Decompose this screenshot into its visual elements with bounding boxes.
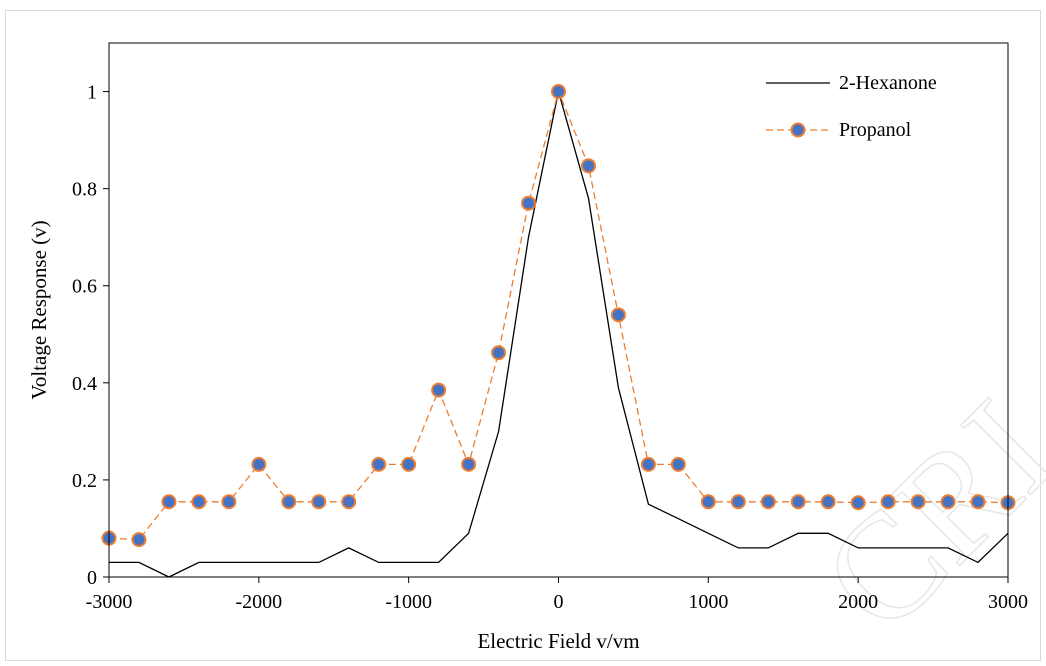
legend-label-1: 2-Hexanone [839, 72, 937, 94]
y-tick-label: 0.2 [72, 470, 97, 492]
series-point-2 [640, 456, 656, 472]
series-point-2 [371, 456, 387, 472]
x-tick-label: 1000 [688, 591, 728, 613]
x-tick-label: 2000 [838, 591, 878, 613]
y-tick-label: 0.6 [72, 276, 97, 298]
x-tick-label: 0 [554, 591, 564, 613]
series-point-2 [730, 494, 746, 510]
y-axis-title: Voltage Response (v) [27, 220, 51, 399]
series-point-2 [551, 84, 566, 100]
series-point-2 [491, 345, 507, 361]
series-point-2 [670, 456, 686, 472]
series-point-2 [251, 456, 267, 472]
x-tick-label: -2000 [235, 591, 282, 613]
y-tick-label: 0.8 [72, 179, 97, 201]
series-point-2 [610, 307, 626, 323]
series-point-2 [281, 494, 297, 510]
x-tick-label: -1000 [385, 591, 432, 613]
series-point-2 [820, 494, 836, 510]
series-point-2 [940, 494, 956, 510]
y-tick-label: 1 [87, 82, 97, 104]
series-point-2 [970, 494, 986, 510]
x-tick-label: -3000 [86, 591, 133, 613]
series-point-2 [341, 494, 357, 510]
y-tick-label: 0 [87, 567, 97, 589]
series-point-2 [760, 494, 776, 510]
series-point-2 [191, 494, 207, 510]
legend-marker-2 [790, 122, 806, 138]
y-tick-label: 0.4 [72, 373, 97, 395]
chart-frame [5, 10, 1041, 661]
legend: 2-Hexanone Propanol [766, 72, 937, 141]
series-point-2 [311, 494, 327, 510]
series-point-2 [580, 158, 596, 174]
legend-label-2: Propanol [839, 119, 912, 141]
series-point-2 [131, 532, 147, 548]
series-point-2 [221, 494, 237, 510]
x-tick-label: 3000 [988, 591, 1028, 613]
series-point-2 [790, 494, 806, 510]
x-axis-title: Electric Field v/vm [477, 629, 639, 653]
series-point-2 [161, 494, 177, 510]
series-point-2 [461, 456, 477, 472]
series-point-2 [431, 382, 447, 398]
series-point-2 [850, 495, 866, 511]
series-point-2 [700, 494, 716, 510]
series-point-2 [521, 195, 537, 211]
series-point-2 [401, 456, 417, 472]
series-point-2 [910, 494, 926, 510]
series-point-2 [880, 494, 896, 510]
